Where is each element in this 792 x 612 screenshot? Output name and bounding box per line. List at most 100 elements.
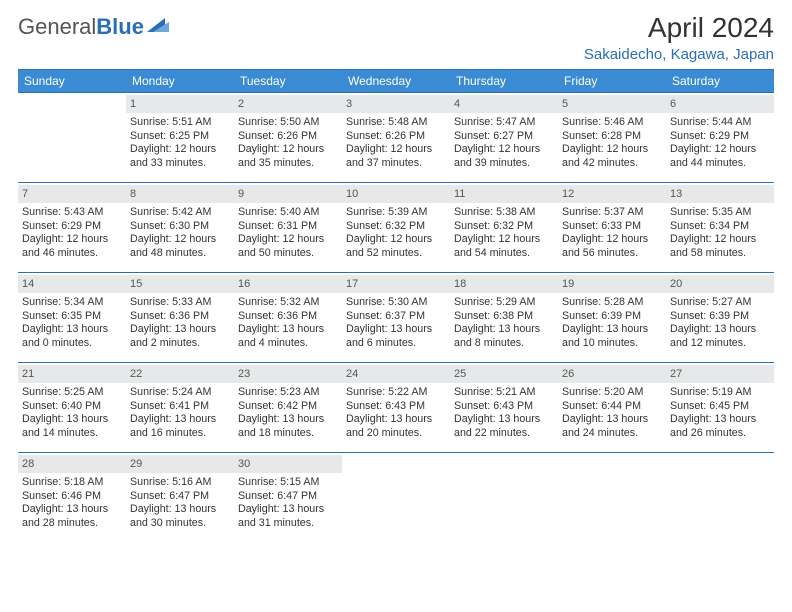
cell-daylight1: Daylight: 12 hours <box>454 233 554 247</box>
day-number: 5 <box>558 95 666 113</box>
cell-sunrise: Sunrise: 5:37 AM <box>562 206 662 220</box>
cell-sunset: Sunset: 6:29 PM <box>22 220 122 234</box>
cell-sunrise: Sunrise: 5:32 AM <box>238 296 338 310</box>
cell-daylight2: and 31 minutes. <box>238 517 338 531</box>
cell-sunrise: Sunrise: 5:24 AM <box>130 386 230 400</box>
cell-details: Sunrise: 5:20 AMSunset: 6:44 PMDaylight:… <box>562 386 662 441</box>
day-number: 14 <box>18 275 126 293</box>
cell-details: Sunrise: 5:30 AMSunset: 6:37 PMDaylight:… <box>346 296 446 351</box>
cell-daylight1: Daylight: 13 hours <box>454 413 554 427</box>
cell-sunset: Sunset: 6:38 PM <box>454 310 554 324</box>
cell-daylight1: Daylight: 13 hours <box>238 503 338 517</box>
calendar-cell: 2Sunrise: 5:50 AMSunset: 6:26 PMDaylight… <box>234 93 342 183</box>
calendar-cell: 21Sunrise: 5:25 AMSunset: 6:40 PMDayligh… <box>18 363 126 453</box>
day-number: 24 <box>342 365 450 383</box>
cell-sunrise: Sunrise: 5:48 AM <box>346 116 446 130</box>
calendar-cell: 18Sunrise: 5:29 AMSunset: 6:38 PMDayligh… <box>450 273 558 363</box>
cell-daylight1: Daylight: 13 hours <box>454 323 554 337</box>
cell-daylight2: and 52 minutes. <box>346 247 446 261</box>
cell-daylight2: and 10 minutes. <box>562 337 662 351</box>
logo-text-blue: Blue <box>96 14 144 39</box>
cell-daylight1: Daylight: 12 hours <box>562 143 662 157</box>
calendar-cell: 20Sunrise: 5:27 AMSunset: 6:39 PMDayligh… <box>666 273 774 363</box>
cell-daylight1: Daylight: 13 hours <box>22 413 122 427</box>
cell-details: Sunrise: 5:50 AMSunset: 6:26 PMDaylight:… <box>238 116 338 171</box>
weekday-header: Thursday <box>450 70 558 93</box>
cell-details: Sunrise: 5:40 AMSunset: 6:31 PMDaylight:… <box>238 206 338 261</box>
weekday-header: Saturday <box>666 70 774 93</box>
calendar-row: 21Sunrise: 5:25 AMSunset: 6:40 PMDayligh… <box>18 363 774 453</box>
cell-sunrise: Sunrise: 5:16 AM <box>130 476 230 490</box>
cell-sunset: Sunset: 6:37 PM <box>346 310 446 324</box>
cell-sunrise: Sunrise: 5:20 AM <box>562 386 662 400</box>
cell-details: Sunrise: 5:16 AMSunset: 6:47 PMDaylight:… <box>130 476 230 531</box>
cell-details: Sunrise: 5:43 AMSunset: 6:29 PMDaylight:… <box>22 206 122 261</box>
cell-sunset: Sunset: 6:26 PM <box>346 130 446 144</box>
cell-sunrise: Sunrise: 5:47 AM <box>454 116 554 130</box>
calendar-cell: 25Sunrise: 5:21 AMSunset: 6:43 PMDayligh… <box>450 363 558 453</box>
cell-daylight2: and 26 minutes. <box>670 427 770 441</box>
cell-daylight2: and 8 minutes. <box>454 337 554 351</box>
cell-daylight2: and 33 minutes. <box>130 157 230 171</box>
cell-daylight2: and 48 minutes. <box>130 247 230 261</box>
day-number: 23 <box>234 365 342 383</box>
cell-sunset: Sunset: 6:42 PM <box>238 400 338 414</box>
calendar-cell <box>450 453 558 543</box>
cell-details: Sunrise: 5:38 AMSunset: 6:32 PMDaylight:… <box>454 206 554 261</box>
cell-sunset: Sunset: 6:41 PM <box>130 400 230 414</box>
cell-details: Sunrise: 5:37 AMSunset: 6:33 PMDaylight:… <box>562 206 662 261</box>
cell-daylight1: Daylight: 13 hours <box>562 413 662 427</box>
cell-daylight2: and 56 minutes. <box>562 247 662 261</box>
cell-sunrise: Sunrise: 5:15 AM <box>238 476 338 490</box>
cell-sunrise: Sunrise: 5:43 AM <box>22 206 122 220</box>
cell-sunset: Sunset: 6:33 PM <box>562 220 662 234</box>
calendar-cell: 30Sunrise: 5:15 AMSunset: 6:47 PMDayligh… <box>234 453 342 543</box>
cell-daylight1: Daylight: 12 hours <box>346 143 446 157</box>
cell-sunrise: Sunrise: 5:34 AM <box>22 296 122 310</box>
cell-sunset: Sunset: 6:39 PM <box>670 310 770 324</box>
cell-sunrise: Sunrise: 5:39 AM <box>346 206 446 220</box>
cell-daylight1: Daylight: 12 hours <box>562 233 662 247</box>
weekday-header-row: Sunday Monday Tuesday Wednesday Thursday… <box>18 70 774 93</box>
calendar-table: Sunday Monday Tuesday Wednesday Thursday… <box>18 70 774 543</box>
cell-daylight1: Daylight: 13 hours <box>130 503 230 517</box>
calendar-row: 28Sunrise: 5:18 AMSunset: 6:46 PMDayligh… <box>18 453 774 543</box>
day-number: 16 <box>234 275 342 293</box>
day-number: 6 <box>666 95 774 113</box>
cell-sunset: Sunset: 6:35 PM <box>22 310 122 324</box>
location-label: Sakaidecho, Kagawa, Japan <box>584 46 774 63</box>
day-number: 22 <box>126 365 234 383</box>
calendar-cell: 22Sunrise: 5:24 AMSunset: 6:41 PMDayligh… <box>126 363 234 453</box>
cell-sunrise: Sunrise: 5:23 AM <box>238 386 338 400</box>
calendar-cell: 14Sunrise: 5:34 AMSunset: 6:35 PMDayligh… <box>18 273 126 363</box>
cell-daylight1: Daylight: 13 hours <box>22 503 122 517</box>
cell-daylight1: Daylight: 12 hours <box>670 233 770 247</box>
day-number: 25 <box>450 365 558 383</box>
cell-daylight2: and 58 minutes. <box>670 247 770 261</box>
calendar-cell: 5 Sunrise: 5:46 AMSunset: 6:28 PMDaylight… <box>558 93 666 183</box>
cell-sunset: Sunset: 6:44 PM <box>562 400 662 414</box>
cell-details: Sunrise: 5:39 AMSunset: 6:32 PMDaylight:… <box>346 206 446 261</box>
cell-daylight1: Daylight: 13 hours <box>670 323 770 337</box>
calendar-cell: 9Sunrise: 5:40 AMSunset: 6:31 PMDaylight… <box>234 183 342 273</box>
cell-details: Sunrise: 5:22 AMSunset: 6:43 PMDaylight:… <box>346 386 446 441</box>
cell-sunset: Sunset: 6:25 PM <box>130 130 230 144</box>
title-block: April 2024 Sakaidecho, Kagawa, Japan <box>584 12 774 63</box>
cell-daylight2: and 14 minutes. <box>22 427 122 441</box>
cell-daylight1: Daylight: 13 hours <box>562 323 662 337</box>
cell-daylight2: and 50 minutes. <box>238 247 338 261</box>
triangle-icon <box>147 16 169 37</box>
calendar-cell: 1Sunrise: 5:51 AMSunset: 6:25 PMDaylight… <box>126 93 234 183</box>
cell-daylight1: Daylight: 13 hours <box>238 413 338 427</box>
cell-sunrise: Sunrise: 5:42 AM <box>130 206 230 220</box>
calendar-cell: 28Sunrise: 5:18 AMSunset: 6:46 PMDayligh… <box>18 453 126 543</box>
cell-sunset: Sunset: 6:36 PM <box>238 310 338 324</box>
cell-details: Sunrise: 5:46 AMSunset: 6:28 PMDaylight:… <box>562 116 662 171</box>
day-number: 1 <box>126 95 234 113</box>
cell-sunrise: Sunrise: 5:38 AM <box>454 206 554 220</box>
logo-text-general: General <box>18 14 96 39</box>
calendar-cell: 8Sunrise: 5:42 AMSunset: 6:30 PMDaylight… <box>126 183 234 273</box>
day-number: 4 <box>450 95 558 113</box>
cell-sunrise: Sunrise: 5:40 AM <box>238 206 338 220</box>
cell-daylight2: and 2 minutes. <box>130 337 230 351</box>
